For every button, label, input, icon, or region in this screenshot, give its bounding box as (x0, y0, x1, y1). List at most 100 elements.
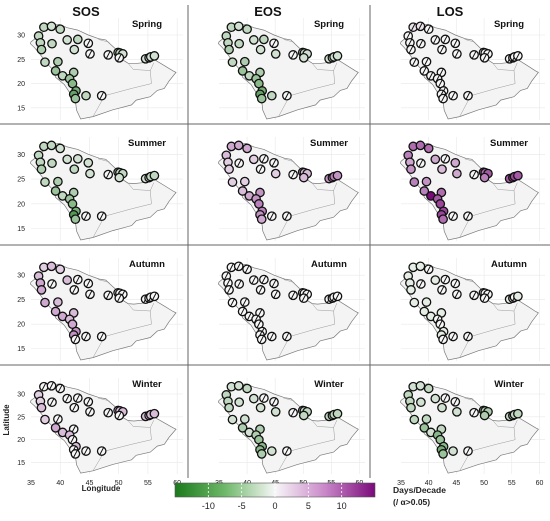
station-marker (479, 410, 490, 421)
insignificance-slash (87, 289, 93, 299)
peninsula-outline (218, 143, 359, 241)
insignificance-slash (418, 279, 424, 289)
station-marker (72, 153, 83, 164)
insignificance-slash (405, 31, 411, 41)
insignificance-slash (236, 279, 242, 289)
station-marker (239, 176, 250, 187)
country-border (459, 83, 516, 117)
insignificance-slash (465, 211, 471, 221)
insignificance-slash (251, 275, 257, 285)
station-marker (40, 414, 50, 425)
station-marker (423, 143, 434, 154)
colorbar-title-line2: (/ α>0.05) (393, 497, 430, 507)
station-marker (298, 52, 309, 63)
insignificance-slash (271, 158, 277, 168)
insignificance-slash (105, 290, 111, 300)
station-marker (256, 214, 267, 225)
insignificance-slash (290, 290, 296, 300)
season-label: Winter (132, 379, 162, 390)
station-marker (50, 66, 61, 76)
y-tick-label: 20 (17, 81, 25, 88)
insignificance-slash (71, 403, 77, 413)
station-marker (224, 164, 234, 175)
station-marker (234, 397, 245, 408)
station-marker (248, 154, 259, 165)
insignificance-slash (465, 446, 471, 456)
station-marker (409, 297, 420, 308)
station-marker (36, 164, 47, 175)
station-marker (70, 214, 81, 225)
insignificance-slash (64, 394, 70, 404)
station-marker (36, 402, 47, 413)
insignificance-slash (41, 382, 47, 392)
colorbar: -10 -5 0 5 10 Days/Decade (/ α>0.05) (174, 482, 446, 511)
insignificance-slash (105, 408, 111, 418)
country-border (127, 63, 151, 71)
insignificance-slash (49, 279, 55, 289)
station-marker (227, 177, 238, 187)
y-tick-label: 15 (17, 105, 25, 112)
country-border (98, 158, 110, 163)
country-border (127, 182, 151, 191)
panel-los-spring: Spring (400, 18, 545, 120)
insignificance-slash (334, 291, 341, 301)
station-marker (256, 449, 267, 459)
station-marker (452, 168, 462, 179)
insignificance-slash (99, 446, 105, 456)
insignificance-slash (418, 39, 424, 49)
station-marker (53, 176, 63, 187)
country-border (464, 279, 476, 283)
insignificance-slash (437, 319, 443, 329)
insignificance-slash (411, 57, 417, 67)
insignificance-slash (228, 262, 235, 272)
station-marker (298, 172, 309, 183)
season-label: Winter (494, 379, 524, 390)
insignificance-slash (244, 264, 250, 274)
insignificance-slash (290, 50, 296, 60)
station-marker (46, 21, 57, 32)
insignificance-slash (83, 211, 89, 221)
station-marker (55, 264, 66, 275)
panel-eos-spring: Spring (218, 18, 365, 120)
xlabel: Longitude (82, 484, 121, 493)
station-marker (83, 157, 94, 168)
x-tick-label: 60 (536, 480, 544, 487)
station-marker (421, 414, 432, 424)
station-marker (415, 380, 426, 391)
station-marker (53, 297, 63, 307)
insignificance-slash (284, 446, 290, 456)
insignificance-slash (261, 154, 267, 164)
station-marker (53, 56, 63, 67)
season-label: Summer (310, 138, 348, 149)
insignificance-slash (465, 91, 471, 101)
panel-sos-autumn: Autumn (30, 258, 183, 361)
colorbar-tick-label: -10 (202, 501, 215, 511)
station-marker (438, 449, 448, 459)
insignificance-slash (481, 53, 488, 63)
season-label: Autumn (491, 259, 527, 270)
country-border (127, 420, 151, 428)
insignificance-slash (75, 275, 81, 285)
x-tick-label: 40 (425, 480, 433, 487)
peninsula-outline (400, 143, 539, 241)
insignificance-slash (99, 211, 105, 221)
y-tick-label: 30 (17, 392, 25, 399)
insignificance-slash (440, 94, 446, 104)
country-border (92, 83, 152, 117)
column-title-eos: EOS (254, 4, 282, 19)
station-marker (70, 93, 81, 104)
country-border (312, 303, 334, 312)
peninsula-outline (400, 264, 539, 361)
station-marker (415, 261, 426, 272)
insignificance-slash (410, 22, 416, 32)
insignificance-slash (428, 71, 434, 81)
station-marker (406, 402, 416, 413)
insignificance-slash (471, 290, 477, 300)
station-marker (50, 186, 61, 196)
station-marker (50, 422, 61, 433)
insignificance-slash (85, 38, 91, 48)
y-tick-label: 20 (17, 437, 25, 444)
x-tick-label: 40 (56, 480, 64, 487)
station-marker (46, 261, 57, 272)
station-marker (452, 406, 462, 417)
